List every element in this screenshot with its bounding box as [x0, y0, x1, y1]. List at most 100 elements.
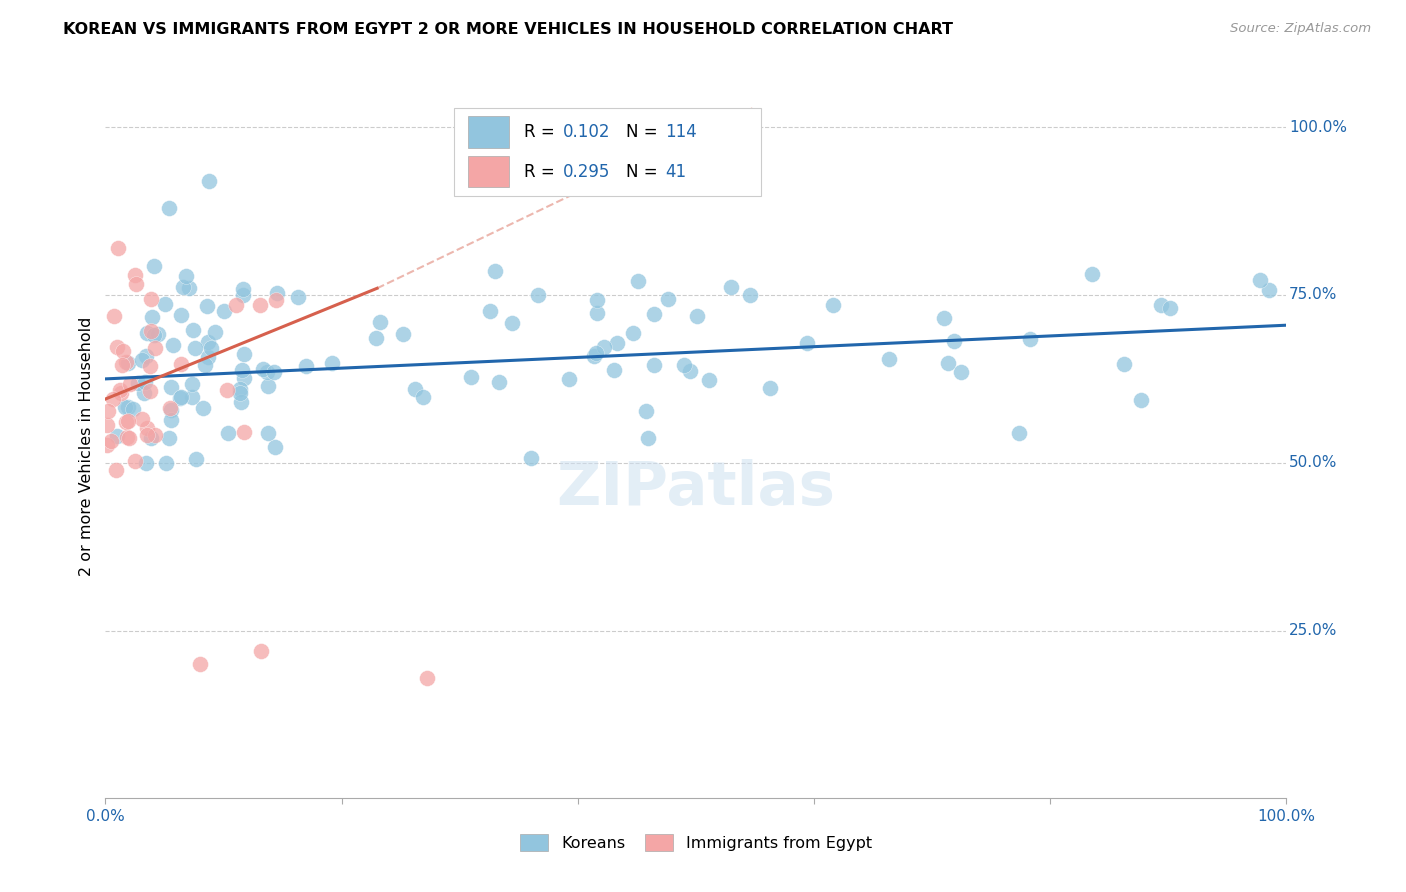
- Text: N =: N =: [626, 123, 664, 141]
- Point: [636, 403, 658, 417]
- Point: [101, 392, 124, 406]
- Point: [823, 298, 845, 312]
- FancyBboxPatch shape: [454, 108, 761, 196]
- Point: [233, 425, 256, 439]
- Point: [177, 281, 200, 295]
- Point: [184, 451, 207, 466]
- Point: [364, 331, 387, 345]
- Point: [1150, 298, 1173, 312]
- Point: [1258, 283, 1281, 297]
- Point: [159, 413, 181, 427]
- Point: [134, 375, 156, 389]
- Text: 41: 41: [665, 162, 686, 180]
- Point: [139, 384, 162, 398]
- Point: [160, 380, 183, 394]
- Point: [1018, 332, 1040, 346]
- Point: [758, 381, 780, 395]
- Point: [932, 310, 955, 325]
- Point: [232, 283, 254, 297]
- Point: [124, 454, 146, 468]
- Point: [170, 390, 193, 404]
- Point: [157, 201, 180, 215]
- Point: [136, 421, 159, 435]
- Point: [627, 274, 650, 288]
- Point: [105, 428, 128, 442]
- Point: [215, 384, 238, 398]
- Point: [488, 375, 510, 389]
- Point: [183, 323, 205, 337]
- Point: [194, 358, 217, 372]
- Point: [143, 328, 166, 343]
- Point: [637, 432, 659, 446]
- Point: [118, 431, 141, 445]
- Point: [1249, 273, 1271, 287]
- Point: [257, 425, 280, 440]
- Text: 114: 114: [665, 123, 697, 141]
- Point: [479, 304, 502, 318]
- Point: [141, 431, 163, 445]
- Point: [657, 292, 679, 306]
- Point: [217, 426, 239, 441]
- Point: [139, 324, 162, 338]
- Point: [460, 369, 482, 384]
- Point: [679, 364, 702, 378]
- Point: [134, 385, 156, 400]
- Point: [229, 383, 252, 397]
- Point: [107, 241, 129, 255]
- Point: [585, 346, 607, 360]
- Point: [96, 438, 118, 452]
- Point: [180, 377, 202, 392]
- Point: [180, 390, 202, 404]
- Point: [257, 379, 280, 393]
- Text: KOREAN VS IMMIGRANTS FROM EGYPT 2 OR MORE VEHICLES IN HOUSEHOLD CORRELATION CHAR: KOREAN VS IMMIGRANTS FROM EGYPT 2 OR MOR…: [63, 22, 953, 37]
- Point: [117, 400, 139, 414]
- Text: 0.295: 0.295: [562, 162, 610, 180]
- Point: [558, 372, 581, 386]
- Point: [169, 392, 191, 406]
- Point: [643, 307, 665, 321]
- Point: [197, 334, 219, 349]
- Point: [520, 450, 543, 465]
- Point: [231, 363, 253, 377]
- Point: [250, 643, 273, 657]
- Point: [200, 341, 222, 355]
- Point: [484, 264, 506, 278]
- Point: [110, 386, 132, 401]
- Point: [526, 288, 548, 302]
- Point: [138, 359, 160, 374]
- Point: [582, 349, 605, 363]
- Point: [131, 412, 153, 426]
- Point: [287, 290, 309, 304]
- Point: [188, 657, 211, 672]
- Point: [404, 383, 426, 397]
- Point: [412, 390, 434, 404]
- Point: [114, 401, 136, 415]
- Text: 75.0%: 75.0%: [1289, 287, 1337, 302]
- FancyBboxPatch shape: [468, 156, 509, 187]
- Point: [136, 326, 159, 340]
- Point: [197, 299, 219, 313]
- Point: [392, 326, 415, 341]
- Point: [796, 335, 818, 350]
- Point: [105, 340, 128, 354]
- Point: [155, 296, 177, 310]
- Point: [120, 376, 142, 391]
- Text: R =: R =: [523, 162, 560, 180]
- Point: [416, 671, 439, 685]
- Point: [249, 298, 271, 312]
- Point: [135, 456, 157, 470]
- Point: [229, 386, 252, 401]
- Text: 100.0%: 100.0%: [1289, 120, 1347, 135]
- Point: [586, 306, 609, 320]
- Point: [501, 316, 523, 330]
- Point: [673, 359, 696, 373]
- Point: [1159, 301, 1181, 316]
- Point: [191, 401, 214, 415]
- Point: [115, 416, 138, 430]
- Point: [593, 340, 616, 354]
- Point: [117, 356, 139, 370]
- Point: [100, 434, 122, 449]
- Point: [127, 376, 149, 391]
- FancyBboxPatch shape: [468, 116, 509, 148]
- Point: [949, 365, 972, 379]
